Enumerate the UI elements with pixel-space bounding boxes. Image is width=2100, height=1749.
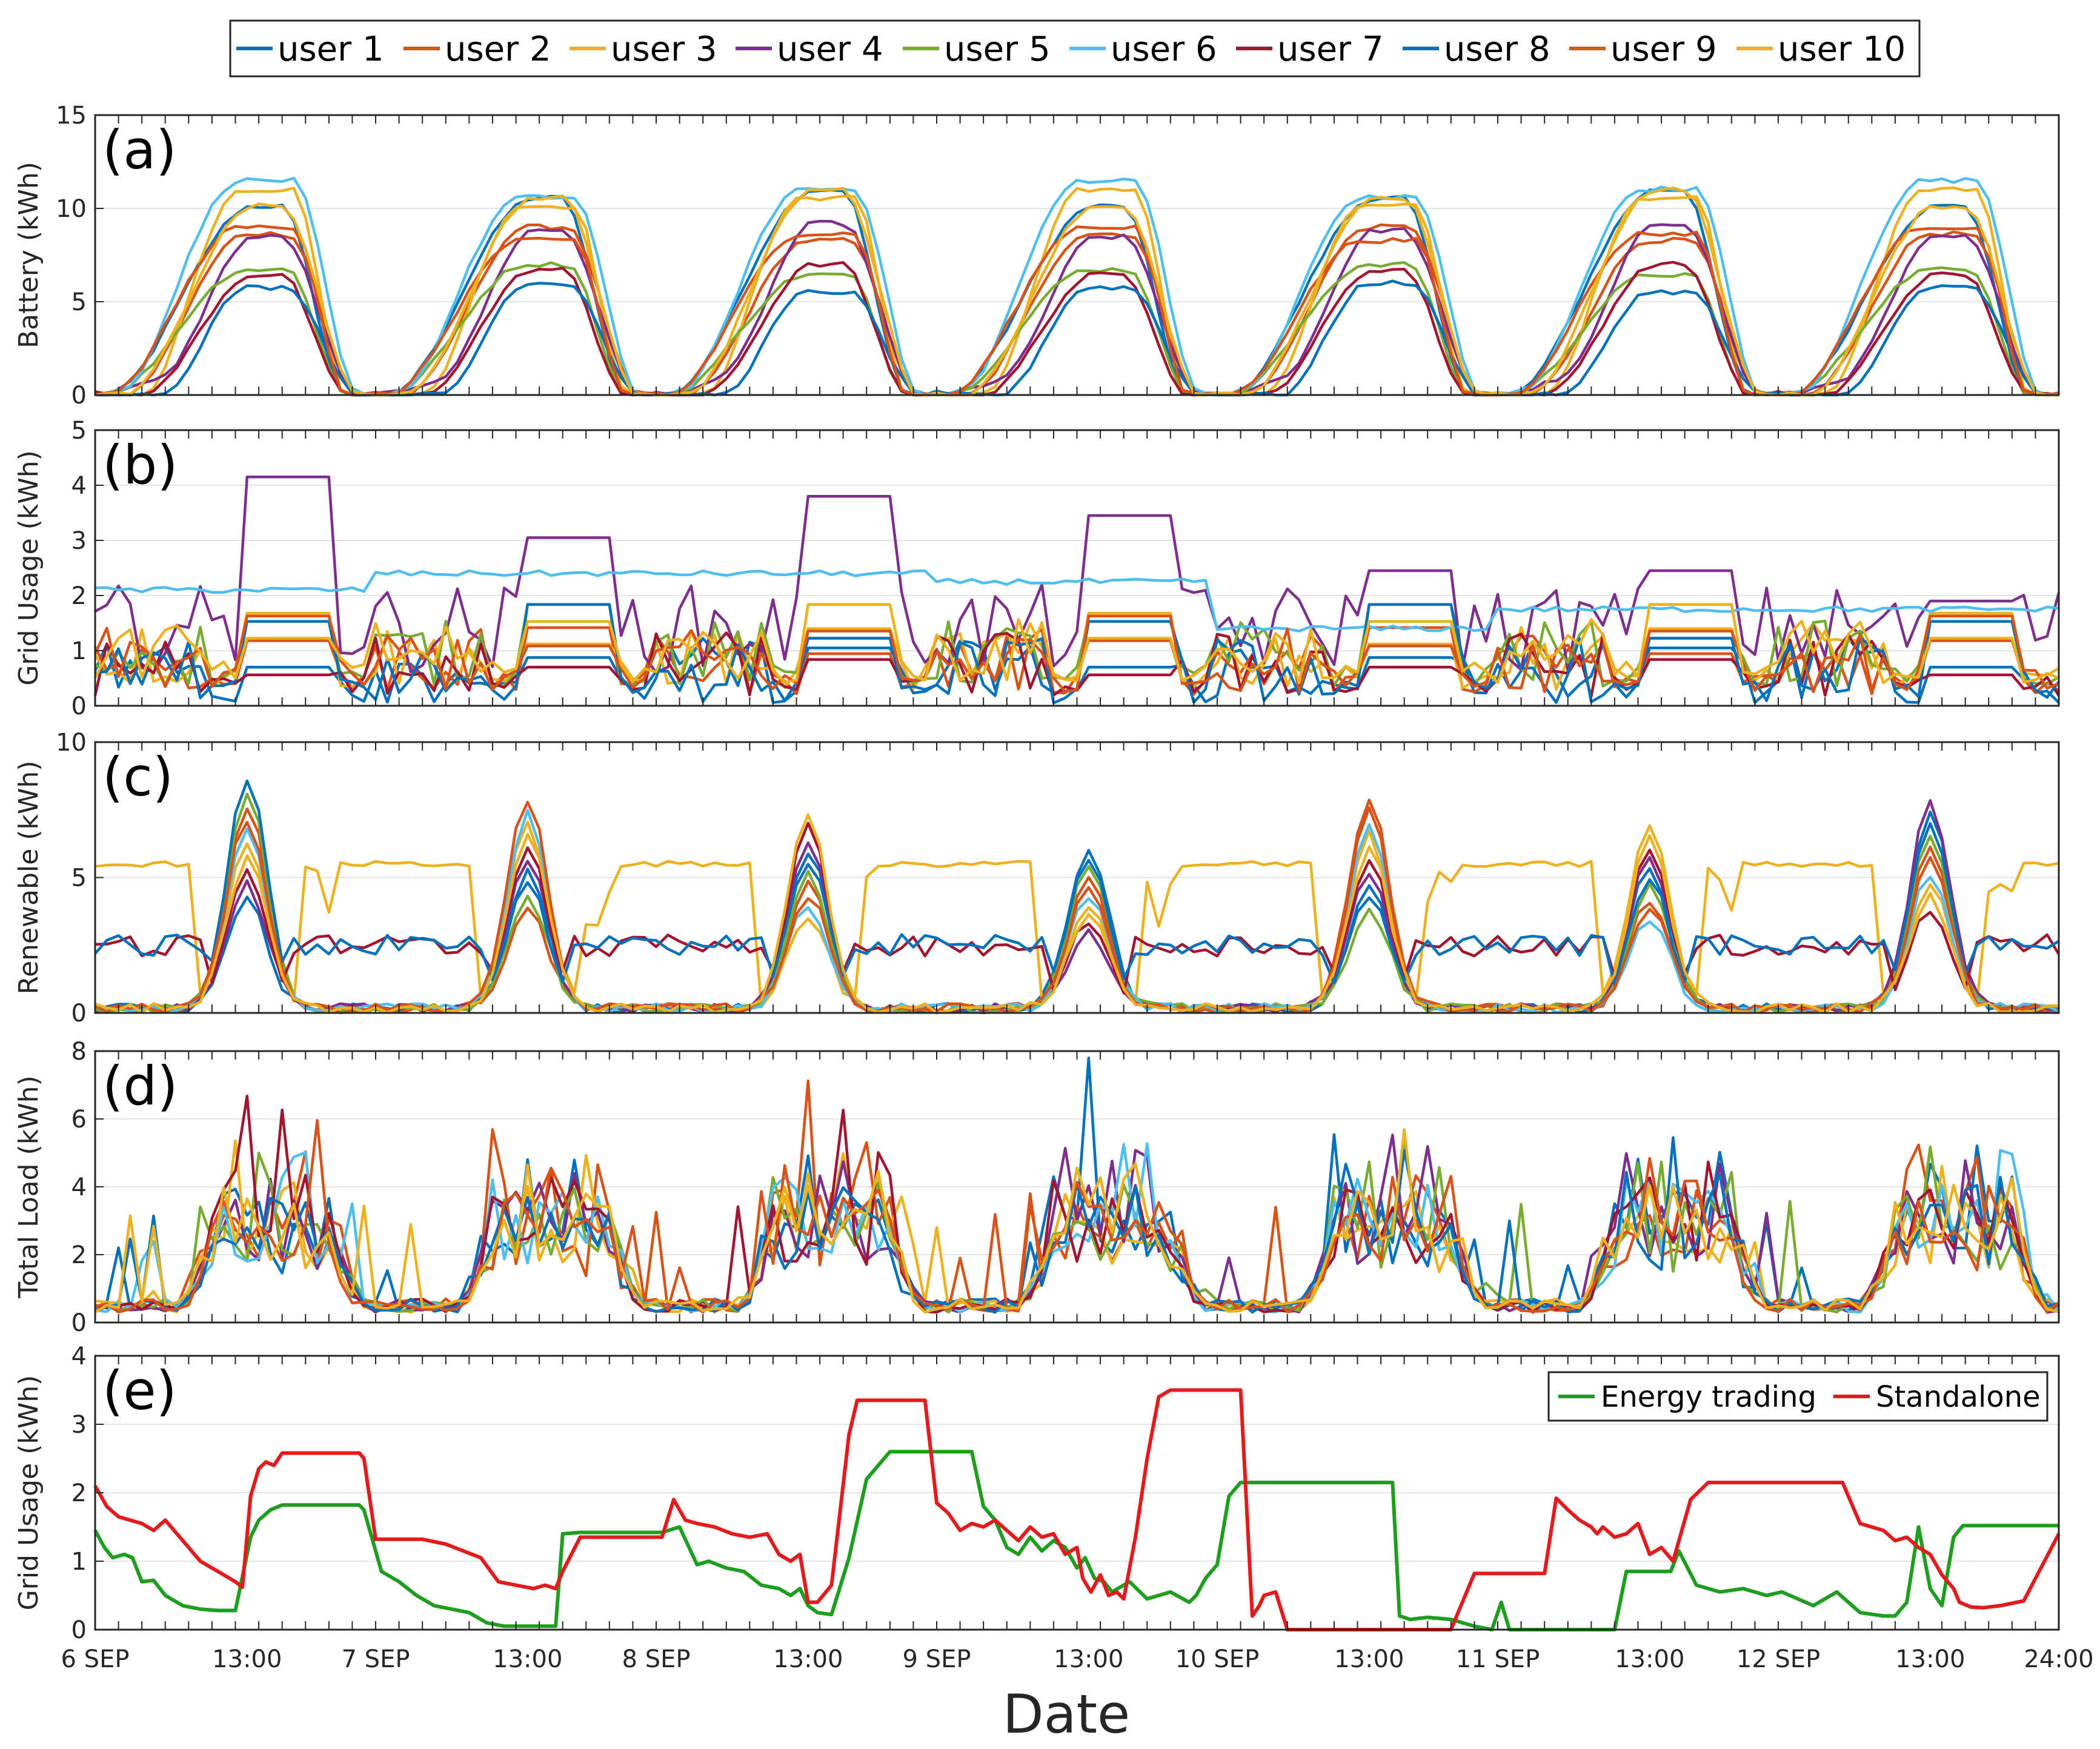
y-tick-label: 4: [71, 1173, 87, 1201]
y-tick-label: 5: [71, 417, 87, 445]
x-tick-label: 13:00: [773, 1645, 843, 1673]
y-tick-label: 10: [56, 195, 87, 223]
panel-e: 0 1 2 3 4 Grid Usage (kWh) (e) Energy trading St…: [13, 1342, 2061, 1644]
legend-entry-user-6: user 6: [1069, 30, 1217, 69]
legend-label: user 3: [611, 30, 717, 69]
y-tick-label: 10: [56, 729, 87, 757]
panel-letter: (e): [102, 1359, 177, 1422]
panel-c: 0 5 10 Renewable (kWh) (c): [13, 729, 2060, 1027]
legend-entry-user-10: user 10: [1736, 30, 1906, 69]
y-axis-label: Battery (kWh): [13, 162, 44, 348]
y-axis-label: Grid Usage (kWh): [13, 1375, 44, 1611]
y-tick-label: 2: [71, 1479, 87, 1507]
legend-label: Standalone: [1876, 1380, 2041, 1414]
y-axis-label: Grid Usage (kWh): [13, 450, 44, 686]
series-line-user-10: [94, 1128, 2059, 1314]
legend-label: user 2: [445, 30, 551, 69]
legend-label: user 7: [1277, 30, 1384, 69]
panel-e-legend: Energy trading Standalone: [1547, 1371, 2048, 1422]
legend-entry-user-9: user 9: [1569, 30, 1717, 69]
x-tick-label: 10 SEP: [1175, 1645, 1259, 1673]
x-tick-label: 13:00: [1334, 1645, 1404, 1673]
y-axis-label: Total Load (kWh): [13, 1075, 44, 1299]
series-line-user-9: [93, 614, 2059, 694]
panel-letter: (d): [102, 1055, 178, 1117]
y-tick-label: 2: [71, 582, 87, 610]
y-tick-label: 2: [71, 1241, 87, 1269]
y-tick-label: 3: [71, 527, 87, 555]
y-tick-label: 15: [56, 102, 87, 130]
series-line-user-10: [94, 603, 2059, 685]
x-tick-label: 13:00: [1054, 1645, 1123, 1673]
x-tick-label: 11 SEP: [1456, 1645, 1540, 1673]
panel-a: 0 5 10 15 Battery (kWh) (a): [13, 102, 2060, 410]
series-line-user-9: [95, 1119, 2060, 1314]
panel-e-legend-box: [1547, 1371, 2048, 1422]
y-tick-label: 1: [71, 1548, 87, 1576]
legend-entry-user-2: user 2: [404, 30, 551, 69]
legend-entry-user-3: user 3: [570, 30, 717, 69]
x-tick-label: 24:00: [2024, 1645, 2093, 1673]
legend-label: user 5: [944, 30, 1051, 69]
x-axis-label: Date: [1003, 1683, 1130, 1745]
x-tick-label: 13:00: [1615, 1645, 1684, 1673]
x-tick-label: 8 SEP: [622, 1645, 691, 1673]
y-tick-label: 1: [71, 637, 87, 665]
y-tick-label: 0: [71, 692, 87, 720]
panel-letter: (c): [102, 746, 173, 808]
legend-entry-user-7: user 7: [1236, 30, 1384, 69]
y-tick-label: 0: [71, 382, 87, 410]
series-line-standalone: [93, 1388, 2061, 1631]
series-line-user-3: [95, 820, 2059, 1009]
legend-entry-user-4: user 4: [736, 30, 883, 69]
y-tick-label: 5: [71, 288, 87, 316]
panel-b: 0 1 2 3 4 5 Grid Usage (kWh) (b): [13, 417, 2061, 720]
legend-label: user 4: [777, 30, 883, 69]
legend-label: user 8: [1444, 30, 1550, 69]
y-tick-label: 6: [71, 1106, 87, 1133]
x-tick-label: 7 SEP: [342, 1645, 410, 1673]
series-line-user-10: [95, 186, 2059, 397]
x-tick-label: 13:00: [212, 1645, 282, 1673]
legend-entry-user-8: user 8: [1403, 30, 1550, 69]
x-tick-label: 12 SEP: [1736, 1645, 1820, 1673]
series-line-user-9: [95, 224, 2059, 397]
y-tick-label: 4: [71, 1342, 87, 1370]
y-tick-label: 0: [71, 1309, 87, 1337]
series-line-user-6: [95, 176, 2059, 397]
series-line-user-8: [94, 779, 2060, 987]
panel-d: 0 2 4 6 8 Total Load (kWh) (d): [13, 1038, 2060, 1337]
legend-label: user 6: [1111, 30, 1217, 69]
series-line-user-4: [94, 476, 2061, 674]
y-axis-label: Renewable (kWh): [13, 761, 44, 995]
series-line-user-4: [95, 219, 2059, 397]
y-tick-label: 8: [71, 1038, 87, 1066]
y-tick-label: 4: [71, 472, 87, 500]
users-legend: user 1 user 2 user 3 user 4 user 5 user 6 user…: [229, 19, 1921, 78]
x-tick-label: 13:00: [493, 1645, 562, 1673]
y-tick-label: 5: [71, 865, 87, 892]
x-tick-label: 9 SEP: [903, 1645, 971, 1673]
legend-label: Energy trading: [1601, 1380, 1816, 1414]
legend-entry-user-5: user 5: [903, 30, 1051, 69]
legend-label: user 1: [277, 30, 384, 69]
y-tick-label: 0: [71, 1616, 87, 1644]
y-tick-label: 0: [71, 1000, 87, 1027]
x-tick-label: 6 SEP: [61, 1645, 130, 1673]
legend-entry-user-1: user 1: [236, 30, 384, 69]
legend-label: user 10: [1778, 30, 1906, 69]
panel-letter: (a): [102, 119, 177, 181]
x-tick-label: 13:00: [1895, 1645, 1965, 1673]
y-tick-label: 3: [71, 1411, 87, 1439]
panel-letter: (b): [102, 434, 178, 496]
legend-label: user 9: [1610, 30, 1717, 69]
